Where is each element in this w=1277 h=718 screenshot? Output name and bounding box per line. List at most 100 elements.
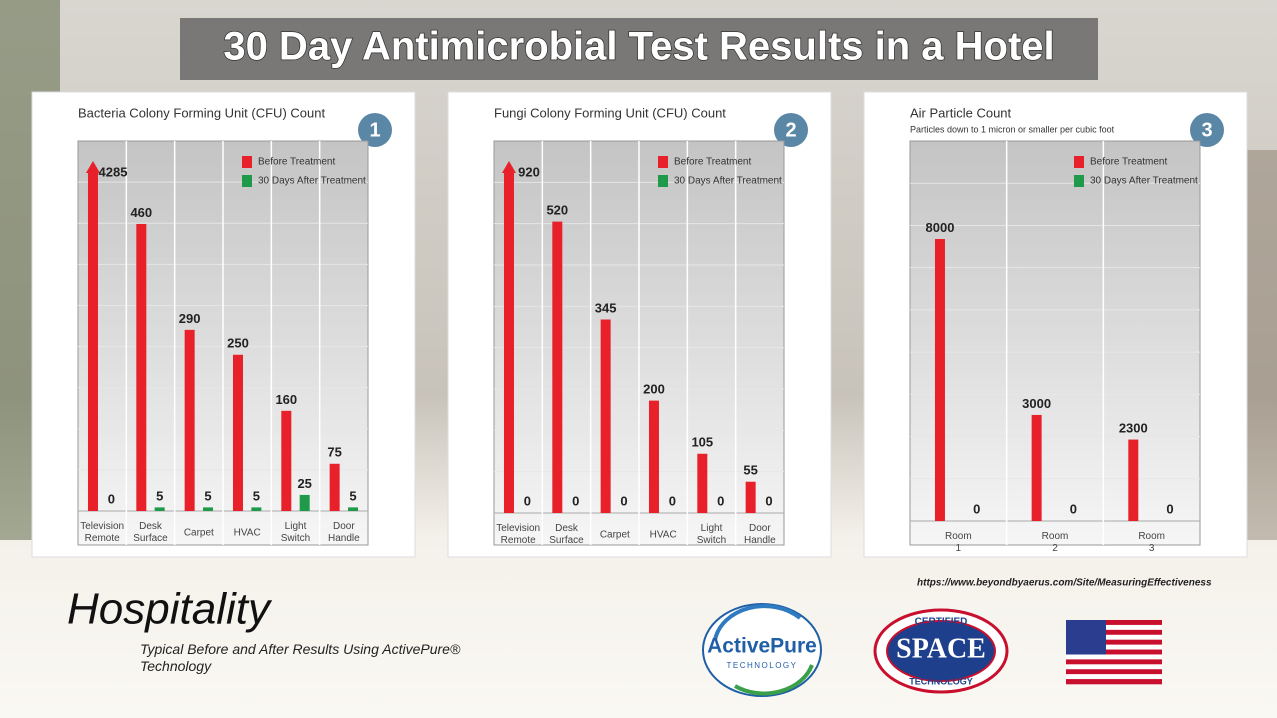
bar [87, 172, 98, 511]
overflow-arrow [501, 161, 516, 173]
legend-label: 30 Days After Treatment [1090, 176, 1198, 187]
badge-number: 2 [785, 119, 796, 141]
value-label: 8000 [926, 220, 955, 235]
flag-stripe [1066, 679, 1162, 685]
flag-stripe [1066, 624, 1162, 631]
bar [1031, 414, 1042, 521]
bar [552, 221, 563, 513]
value-label: 0 [765, 493, 772, 508]
activepure-logo: ActivePure TECHNOLOGY [702, 603, 822, 697]
x-tick-label: Door Handle [328, 521, 360, 544]
flag-stripe [1066, 634, 1162, 640]
bar [154, 507, 165, 511]
bar [251, 507, 262, 511]
flag-stripe [1066, 669, 1162, 675]
flag-stripe [1066, 654, 1162, 660]
x-tick-label: Desk Surface [549, 523, 584, 546]
bar [1128, 439, 1139, 521]
bar [136, 223, 147, 511]
value-label: 250 [227, 336, 249, 351]
value-label: 5 [349, 488, 356, 503]
bar [329, 463, 340, 511]
flag-stripe [1066, 639, 1162, 645]
badge-number: 3 [1201, 119, 1212, 141]
value-label: 920 [518, 164, 540, 179]
value-label: 75 [327, 445, 341, 460]
badge [358, 113, 392, 147]
value-label: 5 [204, 488, 211, 503]
badge-number: 1 [369, 119, 380, 141]
value-label: 0 [669, 493, 676, 508]
x-tick-label: Door Handle [744, 523, 776, 546]
bar [281, 410, 292, 511]
value-label: 290 [179, 311, 201, 326]
flag-stripe [1066, 664, 1162, 670]
bar [348, 507, 359, 511]
logo-bottom: TECHNOLOGY [909, 676, 973, 686]
x-tick-label: Television Remote [80, 521, 124, 544]
value-label: 0 [973, 501, 980, 516]
bar [184, 329, 195, 511]
flag-stripe [1066, 644, 1162, 650]
bar [697, 453, 708, 513]
chart-title: Bacteria Colony Forming Unit (CFU) Count [78, 105, 325, 120]
charts: Bacteria Colony Forming Unit (CFU) Count… [31, 91, 1248, 558]
flag-stripe [1066, 659, 1162, 665]
x-tick-label: Carpet [600, 530, 630, 541]
logo-top: CERTIFIED [915, 617, 968, 628]
flag-canton [1066, 620, 1106, 655]
footer-heading: Hospitality [67, 585, 273, 634]
bar [648, 400, 659, 513]
bar [600, 319, 611, 513]
bar [934, 239, 945, 521]
source-url: https://www.beyondbyaerus.com/Site/Measu… [917, 578, 1212, 589]
x-tick-label: Room 1 [945, 531, 972, 554]
x-tick-label: HVAC [234, 528, 261, 539]
value-label: 3000 [1022, 396, 1051, 411]
logo-tag: TECHNOLOGY [726, 661, 797, 670]
title-banner [180, 18, 1098, 80]
value-label: 55 [743, 463, 757, 478]
x-tick-label: Light Switch [697, 523, 726, 546]
badge [774, 113, 808, 147]
legend-swatch [1074, 175, 1084, 187]
legend-label: 30 Days After Treatment [674, 176, 782, 187]
value-label: 0 [108, 491, 115, 506]
overflow-arrow [85, 161, 100, 173]
value-label: 0 [1166, 501, 1173, 516]
logo-name: ActivePure [707, 635, 817, 658]
legend-swatch [658, 156, 668, 168]
value-label: 0 [717, 493, 724, 508]
legend-swatch [242, 156, 252, 168]
flag-stripe [1066, 620, 1162, 626]
value-label: 105 [691, 435, 713, 450]
value-label: 460 [130, 205, 152, 220]
bar [299, 494, 310, 511]
value-label: 4285 [99, 164, 128, 179]
value-label: 0 [524, 493, 531, 508]
x-tick-label: Television Remote [496, 523, 540, 546]
value-label: 0 [572, 493, 579, 508]
value-label: 0 [620, 493, 627, 508]
value-label: 0 [1070, 501, 1077, 516]
x-tick-label: Light Switch [281, 521, 310, 544]
value-label: 25 [297, 476, 311, 491]
chart-subtitle: Particles down to 1 micron or smaller pe… [910, 124, 1115, 134]
x-tick-label: HVAC [650, 530, 677, 541]
bar [232, 354, 243, 511]
value-label: 520 [546, 203, 568, 218]
x-tick-label: Room 3 [1138, 531, 1165, 554]
legend-label: Before Treatment [258, 157, 335, 168]
value-label: 2300 [1119, 421, 1148, 436]
bar [745, 481, 756, 513]
x-tick-label: Carpet [184, 528, 214, 539]
logo-name: SPACE [896, 633, 986, 664]
legend-label: 30 Days After Treatment [258, 176, 366, 187]
slide-title: 30 Day Antimicrobial Test Results in a H… [223, 25, 1054, 69]
value-label: 160 [275, 392, 297, 407]
flag-stripe [1066, 674, 1162, 680]
space-logo: CERTIFIED SPACE TECHNOLOGY [873, 608, 1009, 694]
us-flag [1066, 620, 1162, 685]
bar [503, 172, 514, 513]
